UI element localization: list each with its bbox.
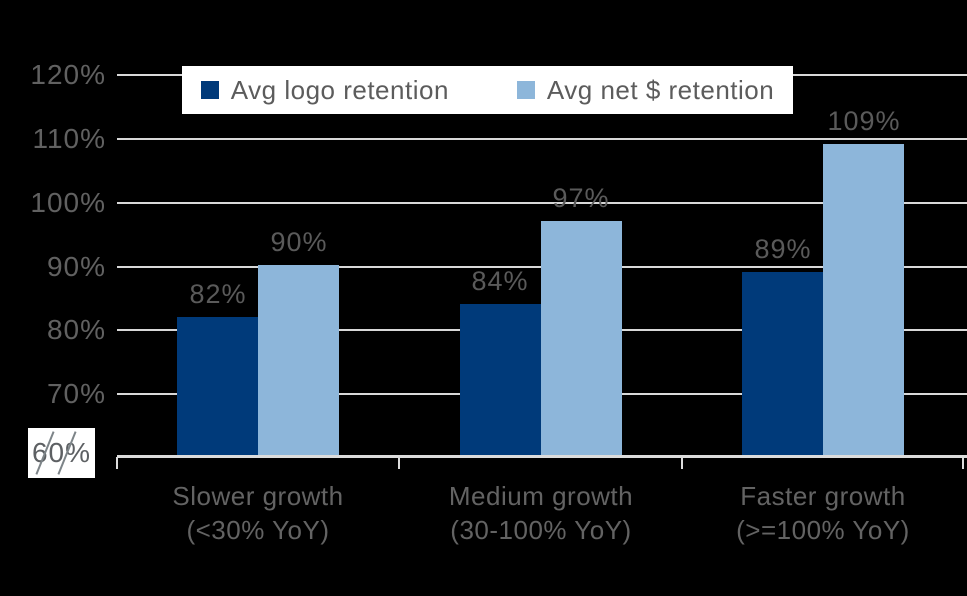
x-axis-line — [117, 455, 967, 458]
data-label: 97% — [552, 183, 610, 213]
bar-net-retention-faster — [823, 144, 904, 457]
y-axis-label: 100% — [30, 187, 106, 218]
category-line-2: (30-100% YoY) — [450, 515, 632, 545]
category-line-1: Slower growth — [172, 481, 344, 511]
bar-logo-retention-slower — [177, 317, 258, 457]
legend-item-net-dollar-retention: Avg net $ retention — [516, 74, 775, 106]
data-label: 90% — [270, 227, 328, 257]
chart-legend: Avg logo retention Avg net $ retention — [182, 66, 793, 114]
data-label: 84% — [471, 266, 529, 296]
y-axis-label: 120% — [30, 59, 106, 90]
gridline — [117, 202, 967, 204]
axis-break-box: 60% — [28, 428, 95, 478]
data-label: 89% — [754, 234, 812, 264]
x-axis-category-label: Medium growth (30-100% YoY) — [399, 479, 683, 547]
y-axis-label: 70% — [46, 378, 106, 409]
legend-label: Avg logo retention — [230, 74, 449, 105]
category-line-2: (<30% YoY) — [186, 515, 330, 545]
bar-logo-retention-medium — [460, 304, 541, 457]
y-axis-label: 110% — [32, 123, 106, 154]
bar-net-retention-slower — [258, 265, 339, 457]
y-axis-label: 90% — [46, 251, 106, 282]
legend-swatch-dark-blue-icon — [200, 81, 219, 99]
x-axis-tick — [398, 457, 400, 469]
x-axis-tick — [116, 457, 118, 469]
category-line-1: Medium growth — [448, 481, 634, 511]
legend-item-logo-retention: Avg logo retention — [200, 74, 449, 106]
data-label: 82% — [189, 279, 247, 309]
y-axis-label: 80% — [46, 314, 106, 345]
category-line-1: Faster growth — [740, 481, 906, 511]
category-line-2: (>=100% YoY) — [736, 515, 910, 545]
bar-net-retention-medium — [541, 221, 622, 457]
x-axis-category-label: Faster growth (>=100% YoY) — [681, 479, 965, 547]
legend-label: Avg net $ retention — [546, 74, 775, 105]
legend-swatch-light-blue-icon — [516, 81, 535, 99]
x-axis-category-label: Slower growth (<30% YoY) — [116, 479, 400, 547]
x-axis-tick — [681, 457, 683, 469]
bar-logo-retention-faster — [742, 272, 823, 457]
gridline — [117, 138, 967, 140]
data-label: 109% — [827, 106, 901, 136]
x-axis-tick — [962, 457, 964, 469]
